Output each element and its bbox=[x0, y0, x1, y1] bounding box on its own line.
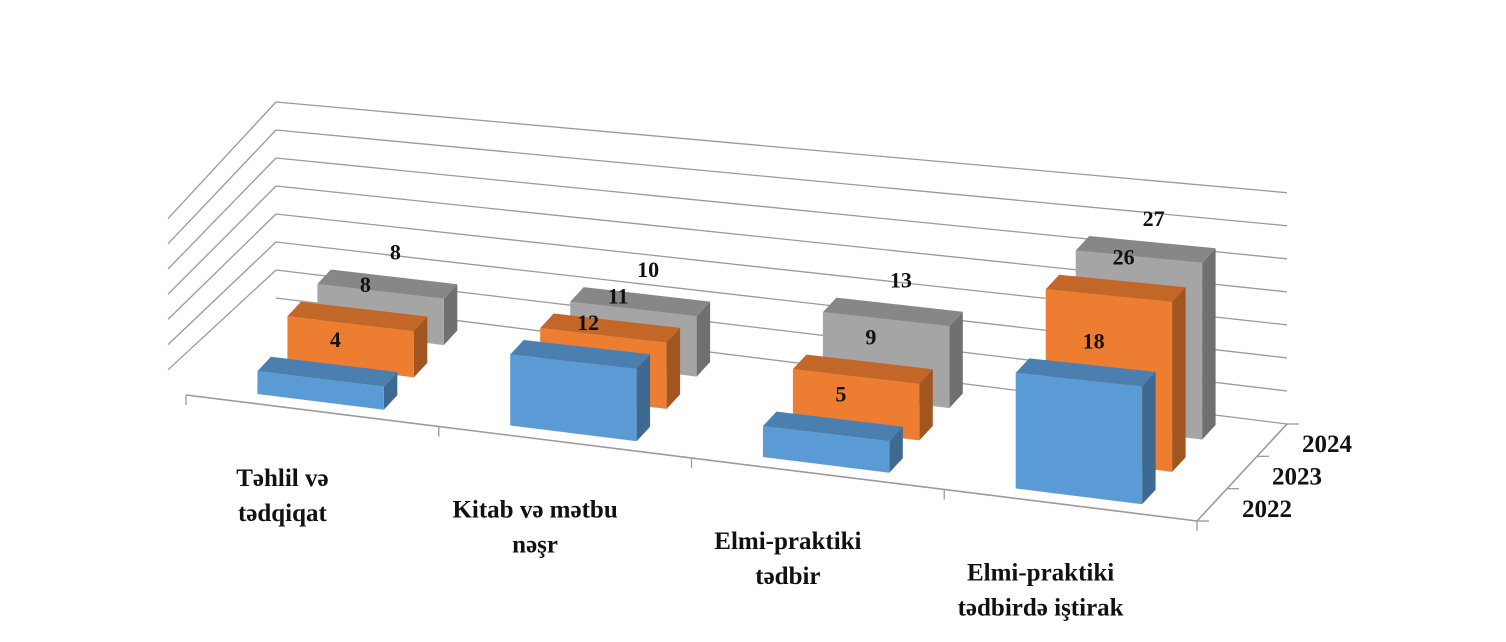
bar-top-face bbox=[317, 269, 458, 299]
data-label-2023-3: 9 bbox=[865, 325, 876, 350]
bar-2022-4 bbox=[1015, 358, 1156, 505]
category-label-line: Elmi-praktiki bbox=[967, 559, 1114, 586]
bar-2023-1 bbox=[287, 301, 428, 378]
category-label-line: Elmi-praktiki bbox=[714, 528, 861, 555]
category-label-line: tədqiqat bbox=[238, 500, 328, 527]
side-wall-gridline bbox=[167, 213, 277, 320]
bars-layer bbox=[257, 236, 1216, 505]
data-label-2022-2: 12 bbox=[577, 310, 599, 335]
bar-side-face bbox=[949, 311, 963, 409]
bar-top-face bbox=[822, 297, 963, 327]
category-label-line: Təhlil və bbox=[236, 465, 328, 492]
bar-front-face bbox=[1015, 372, 1143, 505]
bar-2022-1 bbox=[257, 356, 398, 410]
category-label-line: tədbirdə iştirak bbox=[958, 594, 1124, 621]
side-wall-gridline bbox=[167, 185, 277, 295]
bar-2022-2 bbox=[510, 340, 651, 442]
depth-label-2022: 2022 bbox=[1242, 496, 1292, 523]
bar-front-face bbox=[257, 371, 384, 410]
category-label-line: nəşr bbox=[512, 531, 558, 558]
bar-side-face bbox=[413, 316, 428, 378]
bar-top-face bbox=[540, 313, 681, 343]
depth-label-2024: 2024 bbox=[1302, 431, 1353, 458]
bar-side-face bbox=[443, 284, 458, 346]
side-wall-gridline bbox=[167, 101, 277, 220]
category-label-1: Təhlil və tədqiqat bbox=[236, 465, 328, 527]
depth-label-2023: 2023 bbox=[1272, 464, 1322, 491]
category-label-3: Elmi-praktiki tədbir bbox=[714, 528, 861, 590]
category-label-line: Kitab və mətbu bbox=[452, 496, 617, 523]
back-wall-gridline bbox=[275, 129, 1288, 227]
data-label-2024-3: 13 bbox=[890, 268, 912, 293]
bar-top-face bbox=[1015, 358, 1156, 387]
bar-side-face bbox=[919, 369, 933, 441]
bar-side-face bbox=[1142, 371, 1156, 505]
bar-front-face bbox=[287, 316, 414, 378]
data-label-2022-4: 18 bbox=[1083, 328, 1105, 353]
category-label-4: Elmi-praktiki tədbirdə iştirak bbox=[958, 559, 1124, 621]
bar-top-face bbox=[510, 340, 651, 369]
category-label-line: tədbir bbox=[755, 563, 820, 590]
data-label-2023-1: 8 bbox=[360, 272, 371, 297]
bar-side-face bbox=[1202, 248, 1216, 440]
labels-layer: 8 10 13 27 8 11 9 26 4 12 5 18 2022 2023 2024 Təhlil və… bbox=[236, 206, 1352, 621]
bar-2022-3 bbox=[762, 411, 903, 473]
depth-axis-line bbox=[1196, 423, 1288, 522]
bar-top-face bbox=[570, 287, 711, 317]
bar-top-face bbox=[1075, 236, 1216, 263]
data-label-2024-4: 27 bbox=[1143, 206, 1165, 231]
side-wall-gridline bbox=[167, 241, 277, 346]
bar-side-face bbox=[636, 354, 651, 442]
back-wall-gridline bbox=[275, 101, 1288, 194]
data-label-2024-1: 8 bbox=[390, 240, 401, 265]
bar-top-face bbox=[257, 356, 398, 387]
bar-top-face bbox=[1045, 274, 1186, 302]
side-wall-gridline bbox=[167, 129, 277, 245]
bar-front-face bbox=[762, 426, 890, 473]
bar-top-face bbox=[762, 411, 903, 442]
data-label-2024-2: 10 bbox=[637, 257, 659, 282]
data-label-2023-2: 11 bbox=[608, 284, 629, 309]
side-wall-gridline bbox=[167, 269, 277, 371]
data-label-2023-4: 26 bbox=[1113, 245, 1135, 270]
bar-side-face bbox=[383, 372, 398, 410]
side-wall-gridline bbox=[167, 157, 277, 270]
bar-side-face bbox=[1172, 287, 1186, 472]
data-label-2022-1: 4 bbox=[330, 327, 341, 352]
bar-side-face bbox=[666, 327, 681, 409]
bar-side-face bbox=[696, 301, 711, 377]
data-label-2022-3: 5 bbox=[835, 382, 846, 407]
bar-top-face bbox=[287, 301, 428, 332]
category-label-2: Kitab və mətbu nəşr bbox=[452, 496, 617, 558]
bar-top-face bbox=[792, 354, 933, 384]
bar-side-face bbox=[889, 426, 903, 473]
bar-front-face bbox=[510, 354, 637, 442]
